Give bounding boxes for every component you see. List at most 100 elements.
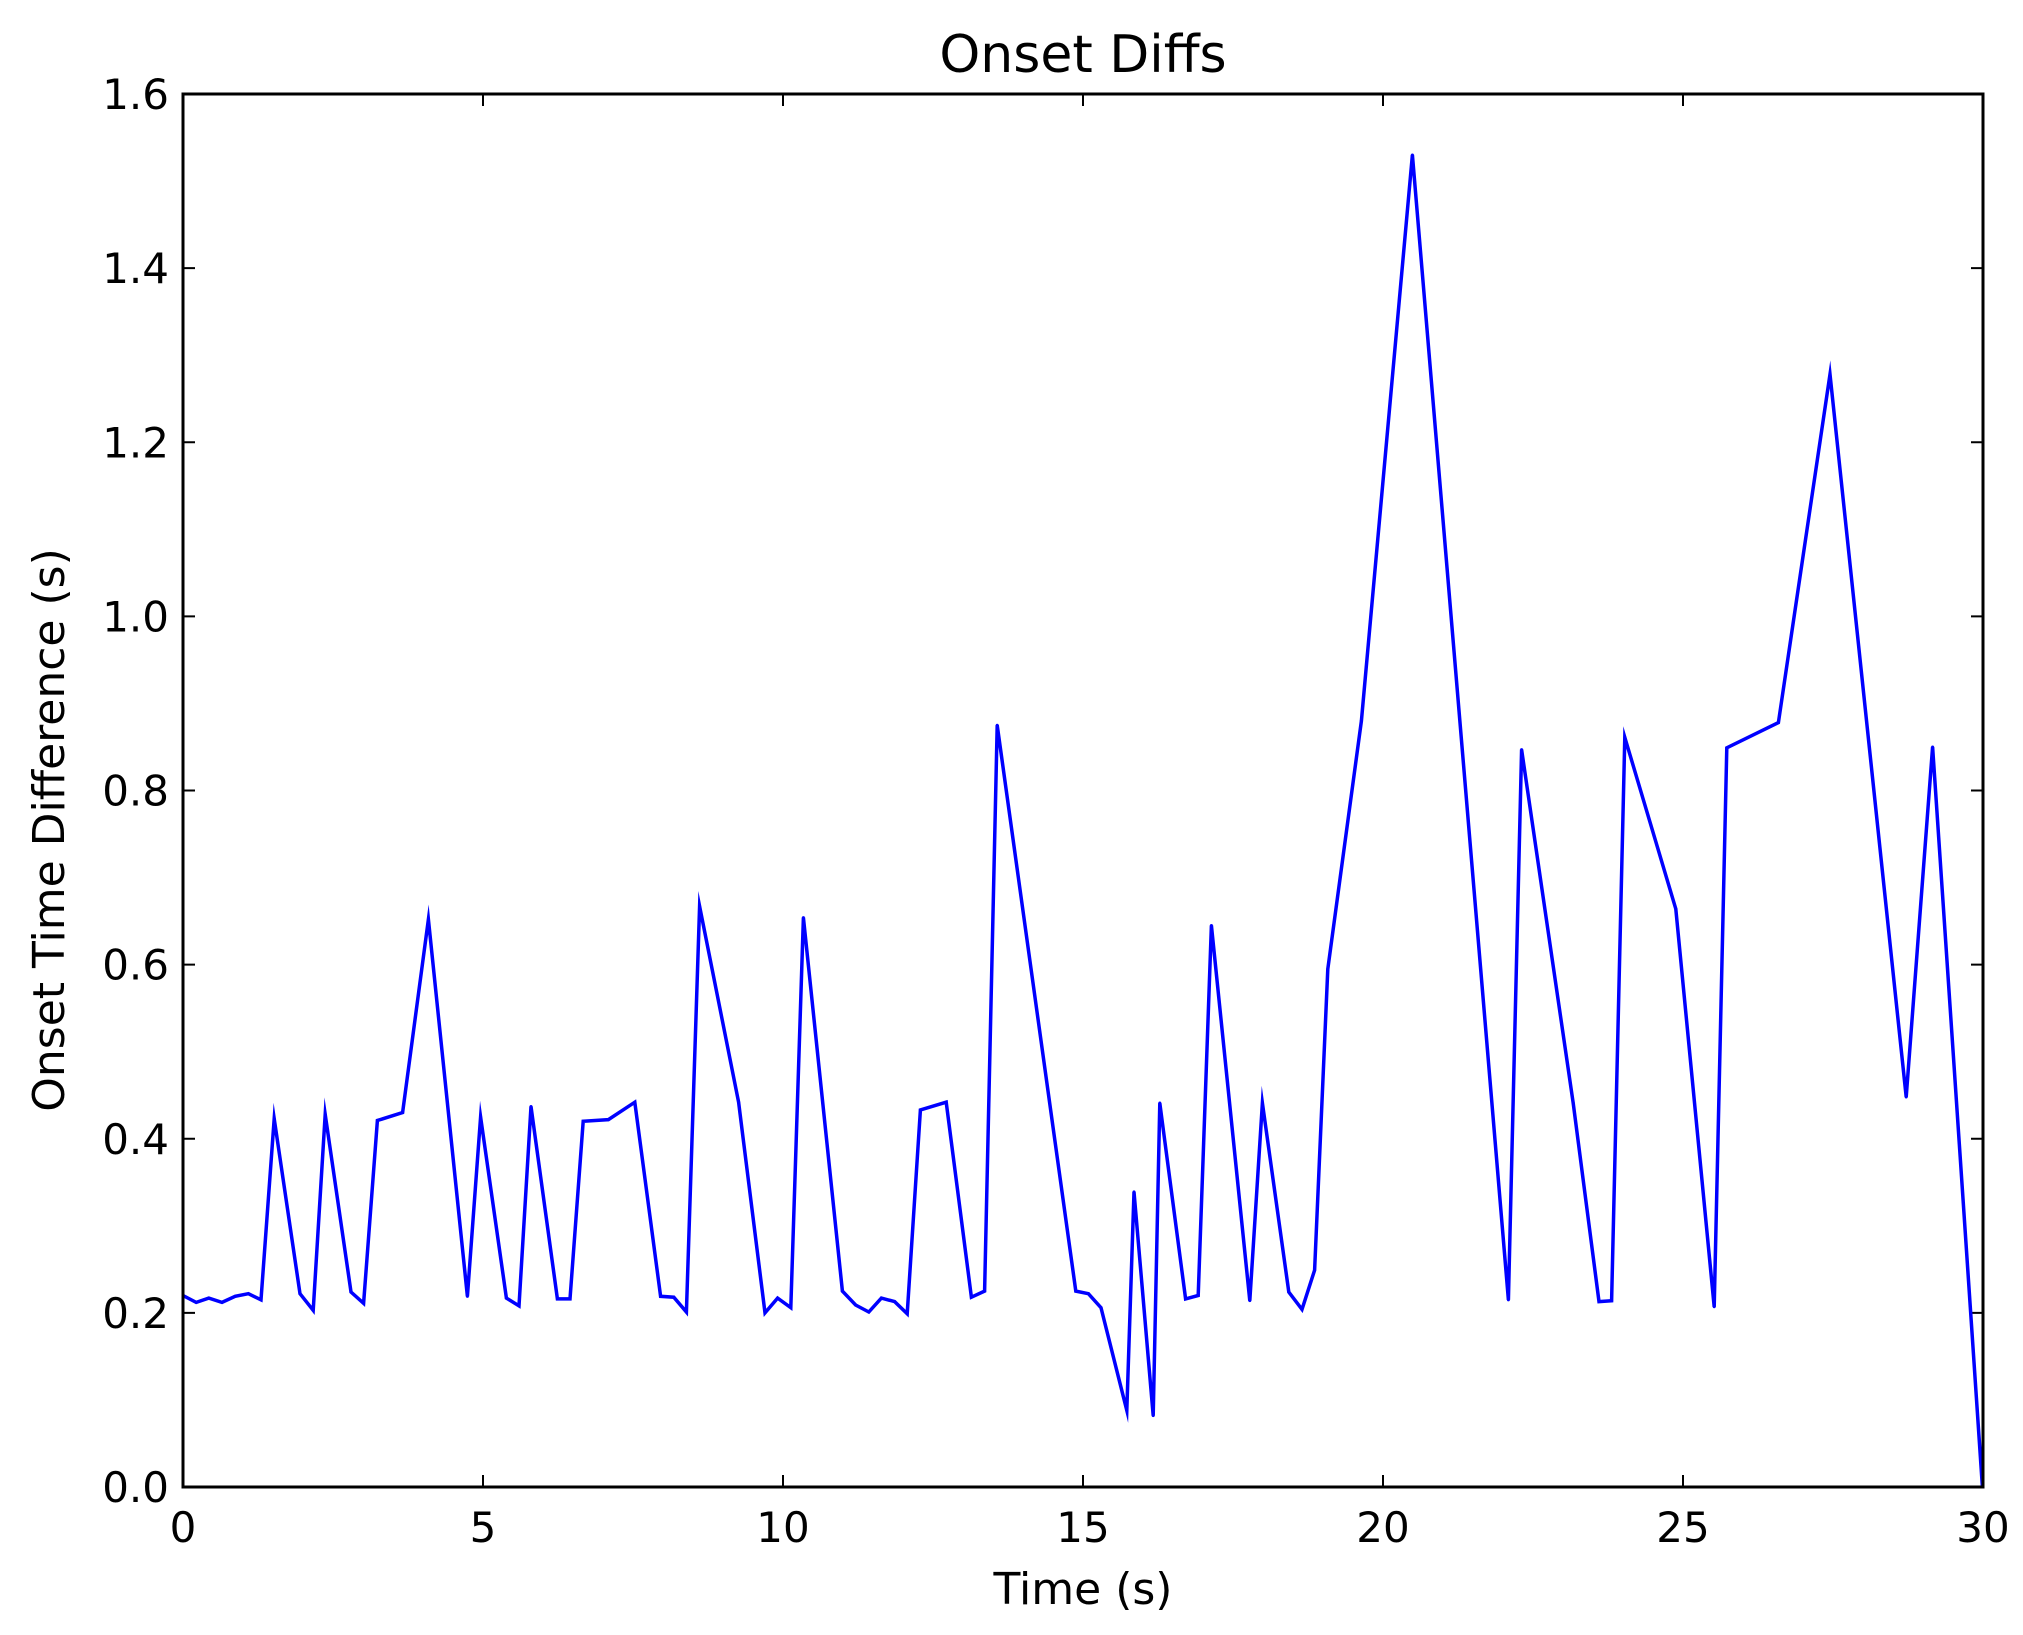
x-tick-label: 30 <box>1956 1503 2009 1552</box>
y-tick-label: 0.2 <box>102 1289 169 1338</box>
data-point <box>504 1296 508 1300</box>
data-point <box>763 1311 767 1315</box>
data-point <box>1410 153 1414 157</box>
data-point <box>246 1292 250 1296</box>
data-point <box>479 1115 483 1119</box>
data-point <box>207 1296 211 1300</box>
data-point <box>1086 1292 1090 1296</box>
data-point <box>1506 1298 1510 1302</box>
data-point <box>1828 372 1832 376</box>
plot-area <box>181 153 1985 1489</box>
data-point <box>684 1310 688 1314</box>
data-point <box>375 1118 379 1122</box>
x-tick-label: 15 <box>1056 1503 1109 1552</box>
data-point <box>1196 1293 1200 1297</box>
data-point <box>272 1117 276 1121</box>
data-point <box>529 1105 533 1109</box>
data-point <box>1931 745 1935 749</box>
data-point <box>1132 1190 1136 1194</box>
data-point <box>606 1118 610 1122</box>
data-point <box>672 1295 676 1299</box>
data-point <box>776 1296 780 1300</box>
data-point <box>1300 1307 1304 1311</box>
data-point <box>1209 923 1213 927</box>
data-point <box>517 1304 521 1308</box>
y-tick-label: 1.4 <box>102 244 169 293</box>
data-point <box>1674 907 1678 911</box>
data-point <box>737 1100 741 1104</box>
data-point <box>1260 1101 1264 1105</box>
data-point <box>465 1294 469 1298</box>
data-point <box>1326 967 1330 971</box>
data-point <box>233 1294 237 1298</box>
data-point <box>1712 1305 1716 1309</box>
data-point <box>995 723 999 727</box>
x-tick-label: 20 <box>1356 1503 1409 1552</box>
data-point <box>1313 1268 1317 1272</box>
data-point <box>555 1297 559 1301</box>
data-point <box>840 1289 844 1293</box>
data-point <box>298 1292 302 1296</box>
data-point <box>1571 1101 1575 1105</box>
data-point <box>426 917 430 921</box>
data-point <box>983 1289 987 1293</box>
plot-frame <box>181 92 1985 1489</box>
data-point <box>568 1297 572 1301</box>
data-point <box>1597 1300 1601 1304</box>
data-point <box>893 1300 897 1304</box>
data-point <box>633 1100 637 1104</box>
data-point <box>1610 1299 1614 1303</box>
data-point <box>1287 1290 1291 1294</box>
data-point <box>918 1108 922 1112</box>
data-point <box>323 1112 327 1116</box>
y-tick-label: 0.8 <box>102 767 169 816</box>
x-tick-label: 5 <box>470 1503 497 1552</box>
y-tick-label: 0.0 <box>102 1463 169 1512</box>
y-tick-label: 0.4 <box>102 1115 169 1164</box>
data-point <box>220 1300 224 1304</box>
chart-title: Onset Diffs <box>939 25 1226 85</box>
data-point <box>905 1312 909 1316</box>
data-point <box>194 1300 198 1304</box>
x-axis-label: Time (s) <box>993 1564 1173 1615</box>
data-point <box>944 1100 948 1104</box>
data-point <box>789 1306 793 1310</box>
data-point <box>401 1111 405 1115</box>
data-point <box>854 1303 858 1307</box>
data-point <box>1904 1095 1908 1099</box>
data-point <box>1725 746 1729 750</box>
data-point <box>1248 1299 1252 1303</box>
data-point <box>1125 1408 1129 1412</box>
y-tick-label: 1.6 <box>102 70 169 119</box>
y-tick-label: 1.2 <box>102 418 169 467</box>
data-point <box>801 916 805 920</box>
data-point <box>1520 748 1524 752</box>
data-point <box>969 1295 973 1299</box>
data-point <box>1158 1101 1162 1105</box>
data-point <box>1151 1414 1155 1418</box>
data-point <box>311 1308 315 1312</box>
data-point <box>1359 719 1363 723</box>
data-point <box>867 1310 871 1314</box>
y-tick-label: 1.0 <box>102 592 169 641</box>
data-point <box>659 1294 663 1298</box>
data-point <box>581 1119 585 1123</box>
y-tick-label: 0.6 <box>102 941 169 990</box>
series-line <box>182 154 1985 1488</box>
data-point <box>362 1301 366 1305</box>
x-tick-label: 25 <box>1656 1503 1709 1552</box>
x-tick-label: 0 <box>170 1503 197 1552</box>
data-point <box>879 1296 883 1300</box>
y-axis-label: Onset Time Difference (s) <box>24 548 75 1112</box>
axis-ticks: 0 5 10 15 20 25 30 0.0 0.2 0.4 0.6 0.8 1.0 1.2 1.4 1.6 <box>102 70 2010 1552</box>
data-point <box>1099 1306 1103 1310</box>
data-point <box>1776 721 1780 725</box>
data-point <box>1074 1289 1078 1293</box>
data-point <box>1623 735 1627 739</box>
x-tick-label: 10 <box>756 1503 809 1552</box>
data-point <box>349 1290 353 1294</box>
data-point <box>1184 1297 1188 1301</box>
data-point <box>698 904 702 908</box>
